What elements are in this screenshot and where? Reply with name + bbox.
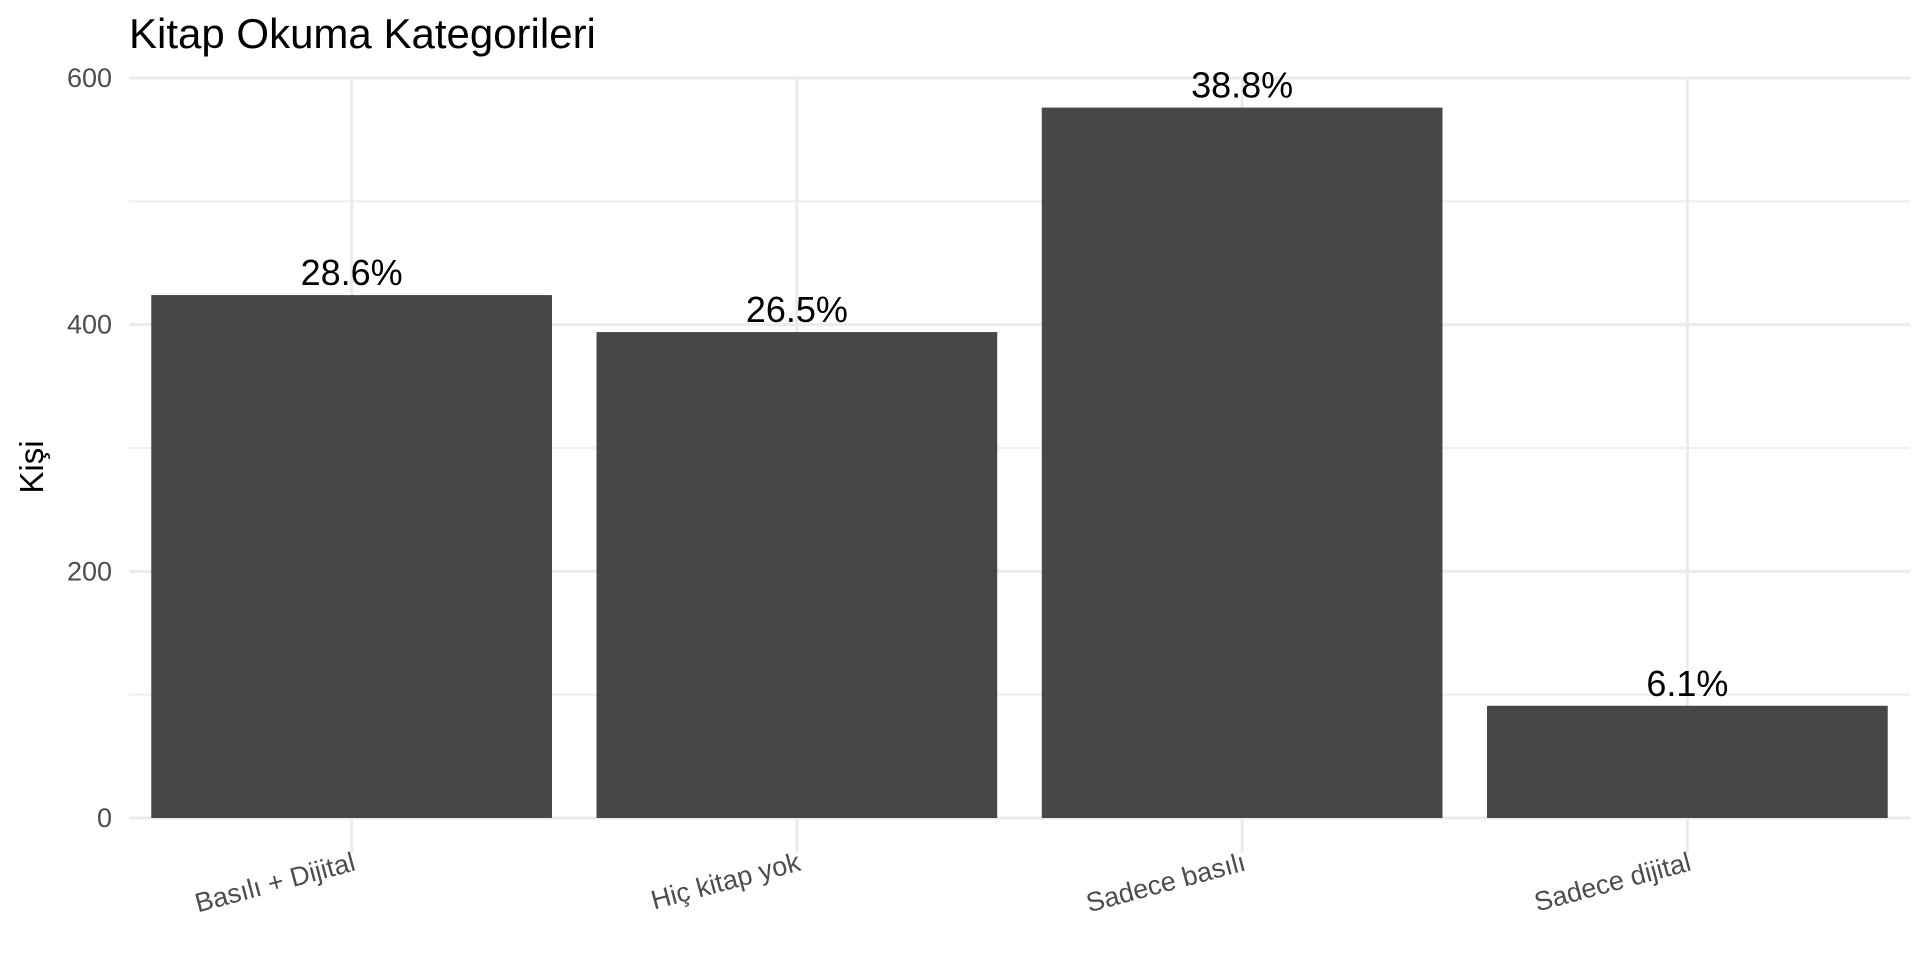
y-tick-label: 200: [67, 556, 112, 586]
x-tick-label: Basılı + Dijital: [192, 847, 358, 919]
y-tick-label: 400: [67, 310, 112, 340]
y-tick-label: 0: [97, 803, 112, 833]
x-tick-label: Hiç kitap yok: [648, 847, 804, 916]
bar-labels: 28.6% 26.5% 38.8% 6.1%: [301, 65, 1729, 704]
bar-value-label: 38.8%: [1191, 65, 1293, 106]
y-tick-label: 600: [67, 63, 112, 93]
bar-value-label: 6.1%: [1646, 663, 1728, 704]
bar-value-label: 28.6%: [301, 252, 403, 293]
chart-title: Kitap Okuma Kategorileri: [129, 10, 596, 57]
y-axis-ticks: 0 200 400 600: [67, 63, 112, 833]
x-tick-label: Sadece basılı: [1083, 847, 1249, 918]
bar-value-label: 26.5%: [746, 289, 848, 330]
x-tick-label: Sadece dijital: [1531, 847, 1694, 918]
bars: [151, 107, 1888, 819]
bar: [151, 295, 552, 819]
x-axis-ticks: Basılı + Dijital Hiç kitap yok Sadece bası…: [192, 847, 1694, 919]
bar: [596, 332, 998, 818]
bar: [1487, 705, 1888, 818]
y-axis-label: Kişi: [13, 440, 50, 493]
bar: [1041, 107, 1443, 819]
